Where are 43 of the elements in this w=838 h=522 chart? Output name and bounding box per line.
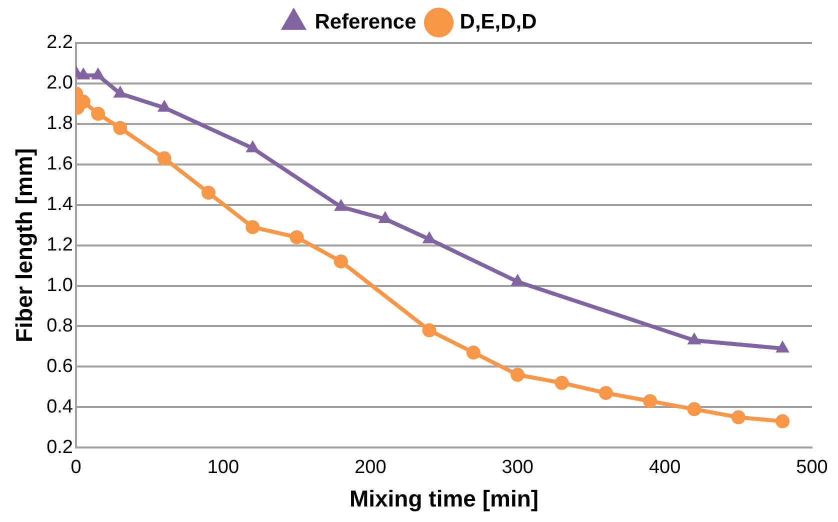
point [201,186,216,200]
point [76,67,90,80]
point [466,346,480,360]
point [91,106,106,121]
legend-label: D,E,D,D [460,10,537,34]
y-tick-label: 1.4 [46,194,74,216]
point [334,198,348,211]
y-tick-label: 0.4 [46,396,74,418]
point [687,402,702,416]
y-tick-label: 1.6 [46,154,74,175]
y-tick-label: 0.2 [46,436,74,458]
y-tick-label: 2.0 [46,72,74,94]
x-tick-label: 200 [354,457,386,478]
point [554,376,569,390]
y-tick-label: 0.8 [46,315,74,336]
point [776,414,790,428]
point [113,120,128,135]
y-tick-label: 1.2 [46,234,74,256]
point [334,254,348,268]
point [422,323,436,338]
y-tick-label: 0.6 [46,356,74,377]
point [643,394,658,408]
point [510,368,525,382]
y-axis-title: Fiber length [mm] [11,148,38,342]
point [246,220,260,234]
x-tick-label: 500 [796,457,828,478]
point [731,410,746,424]
point [598,386,613,400]
legend-label: Reference [314,10,416,34]
point [157,151,172,166]
point [91,67,106,80]
x-tick-label: 100 [207,457,240,478]
x-tick-label: 0 [70,457,82,478]
y-tick-label: 2.2 [46,32,74,54]
x-tick-label: 300 [502,457,534,478]
x-axis-title: Mixing time [min] [349,486,539,512]
point [113,86,128,98]
y-tick-label: 1.8 [46,113,74,134]
y-tick-label: 1.0 [46,274,74,296]
point [510,274,525,286]
point [246,140,260,152]
point [290,230,304,244]
x-tick-label: 400 [648,457,681,478]
